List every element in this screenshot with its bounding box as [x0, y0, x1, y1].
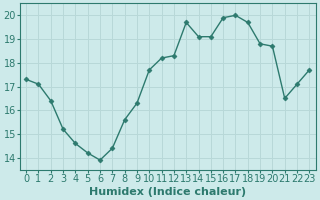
X-axis label: Humidex (Indice chaleur): Humidex (Indice chaleur) — [89, 187, 246, 197]
